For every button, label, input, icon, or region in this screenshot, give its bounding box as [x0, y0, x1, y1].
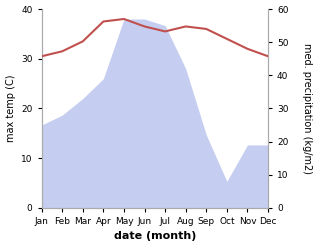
X-axis label: date (month): date (month) [114, 231, 196, 242]
Y-axis label: med. precipitation (kg/m2): med. precipitation (kg/m2) [302, 43, 313, 174]
Y-axis label: max temp (C): max temp (C) [5, 75, 16, 142]
